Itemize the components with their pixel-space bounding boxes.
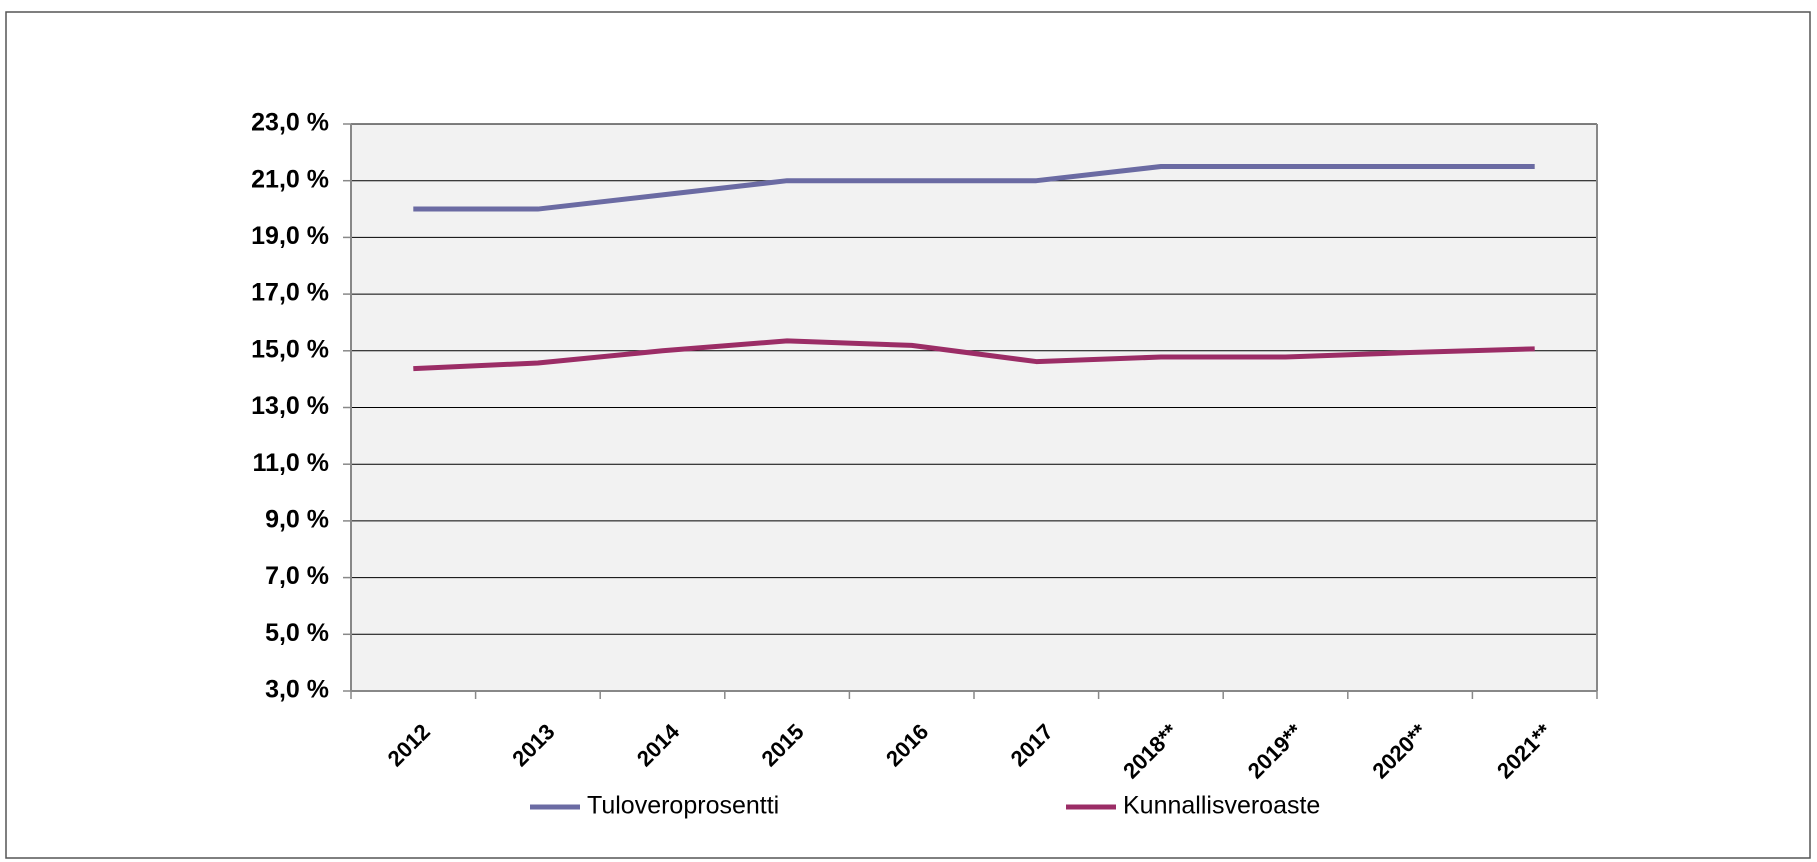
x-tick-label: 2021** [1492,719,1557,784]
y-tick-label: 11,0 % [253,449,329,477]
y-tick-label: 5,0 % [265,619,329,647]
y-tick-label: 9,0 % [265,506,329,534]
y-tick-label: 15,0 % [251,335,329,363]
y-tick-label: 23,0 % [251,109,329,137]
y-tick-label: 3,0 % [265,676,329,704]
x-tick-label: 2014 [632,718,685,771]
x-tick-label: 2016 [881,719,933,771]
chart-frame [5,11,1811,859]
x-tick-label: 2015 [756,719,808,771]
series-line [413,338,1535,372]
x-tick-label: 2017 [1006,719,1058,771]
y-tick-label: 19,0 % [251,222,329,250]
y-tick-label: 17,0 % [251,279,329,307]
x-tick-label: 2012 [383,719,435,771]
y-tick-label: 13,0 % [251,392,329,420]
x-tick-label: 2013 [507,719,559,771]
x-tick-label: 2018** [1118,719,1183,784]
series-line [413,164,1535,212]
legend-label: Tuloveroprosentti [587,792,779,820]
y-tick-label: 21,0 % [251,165,329,193]
y-tick-label: 7,0 % [265,562,329,590]
legend-label: Kunnallisveroaste [1123,792,1320,820]
x-tick-label: 2019** [1243,719,1308,784]
x-tick-label: 2020** [1367,719,1432,784]
